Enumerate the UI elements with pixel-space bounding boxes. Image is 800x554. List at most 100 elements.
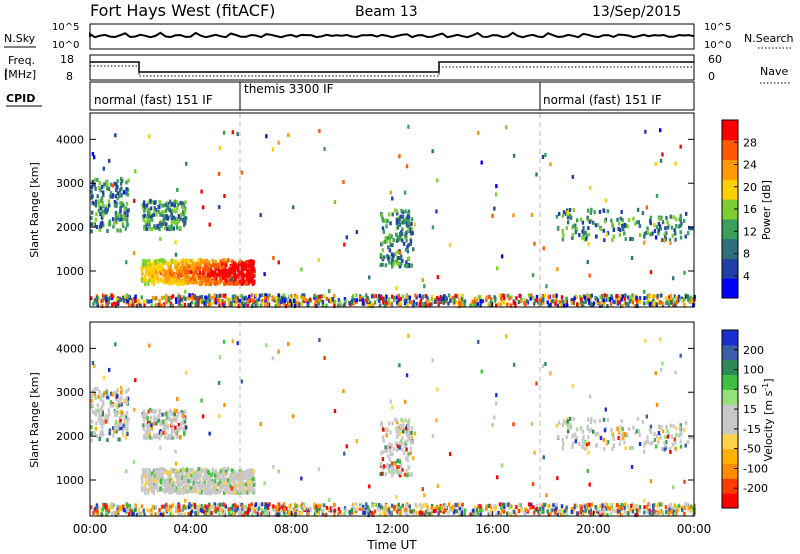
range-tick-label: 3000 [56,386,84,399]
velocity-cell [535,507,539,512]
velocity-cell [116,425,119,430]
freq-panel: Freq. [MHz] 18 8 60 0 Nave [4,53,790,84]
velocity-cell [243,505,246,510]
power-cell [444,299,447,304]
power-cell [242,280,245,285]
velocity-cell [184,506,187,511]
power-cell [381,226,385,231]
velocity-cell [195,489,199,494]
velocity-cell [193,473,196,478]
power-cell [460,300,463,305]
power-cell [542,293,545,298]
velocity-cell [248,486,251,491]
velocity-cell [342,389,345,394]
velocity-cell [174,474,178,479]
power-cell [393,298,396,303]
velocity-cell [192,481,196,486]
velocity-cell [149,407,152,412]
power-cell [126,222,129,227]
velocity-cell [99,415,103,420]
power-cell [187,270,191,275]
velocity-cell [250,477,253,482]
power-cell [505,125,508,130]
power-cell [392,261,396,266]
power-cell [671,276,675,281]
velocity-cell [198,506,201,511]
power-cell [247,263,250,268]
power-cell [218,265,221,270]
power-cell [168,295,172,300]
power-cell [207,295,210,300]
velocity-cell [331,506,334,511]
power-cell [366,295,369,300]
power-cell [94,186,97,191]
power-cell [359,295,362,300]
colorbar-tick-label: 28 [743,136,757,149]
velocity-cell [227,483,230,488]
power-cell [203,278,207,283]
velocity-cell [561,437,564,442]
colorbar-tick-label: 100 [743,364,764,377]
velocity-cell [588,482,591,487]
power-cell [125,191,128,196]
velocity-cell [241,470,244,475]
power-cell [178,272,182,277]
velocity-cell [159,512,163,517]
power-cell [203,267,206,272]
velocity-cell [258,502,262,507]
velocity-cell [179,409,182,414]
power-cell [120,217,123,222]
power-cell [373,294,376,299]
power-cell [661,152,664,157]
power-cell [390,261,394,266]
power-cell [150,217,153,222]
velocity-cell [555,507,558,512]
power-cell [351,301,355,306]
velocity-cell [561,422,565,427]
power-cell [106,229,109,234]
power-cell [232,273,236,278]
velocity-cell [621,513,624,518]
power-cell [396,225,400,230]
velocity-cell [159,487,162,492]
power-cell [248,271,251,276]
power-cell [243,261,246,266]
velocity-cell [164,485,168,490]
velocity-cell [397,428,400,433]
power-cell [246,272,249,277]
power-cell [385,301,388,306]
velocity-cell [191,505,194,510]
power-cell [398,250,402,255]
power-cell [261,301,264,306]
velocity-cell [602,437,605,442]
range-tick-label: 2000 [56,430,84,443]
power-cell [679,214,682,219]
power-cell [113,203,117,208]
velocity-cell [403,510,407,515]
power-cell [635,303,639,308]
power-cell [499,302,502,307]
power-cell [381,241,384,246]
velocity-cell [195,508,198,513]
power-cell [162,210,165,215]
velocity-cell [277,469,280,474]
velocity-cell [581,438,584,443]
velocity-cell [506,511,509,516]
power-cell [318,294,321,299]
power-cell [155,212,158,217]
velocity-cell [143,412,146,417]
power-cell [409,239,413,244]
velocity-cell [654,444,658,449]
velocity-cell [144,491,147,496]
power-cell [333,303,336,308]
power-cell [151,295,155,300]
velocity-cell [157,418,160,423]
velocity-cell [97,394,100,399]
power-cell [646,230,650,235]
power-cell [104,210,108,215]
velocity-cell [114,423,118,428]
velocity-cell [104,419,108,424]
velocity-cell [381,457,385,462]
power-cell [623,222,627,227]
power-cell [184,269,187,274]
